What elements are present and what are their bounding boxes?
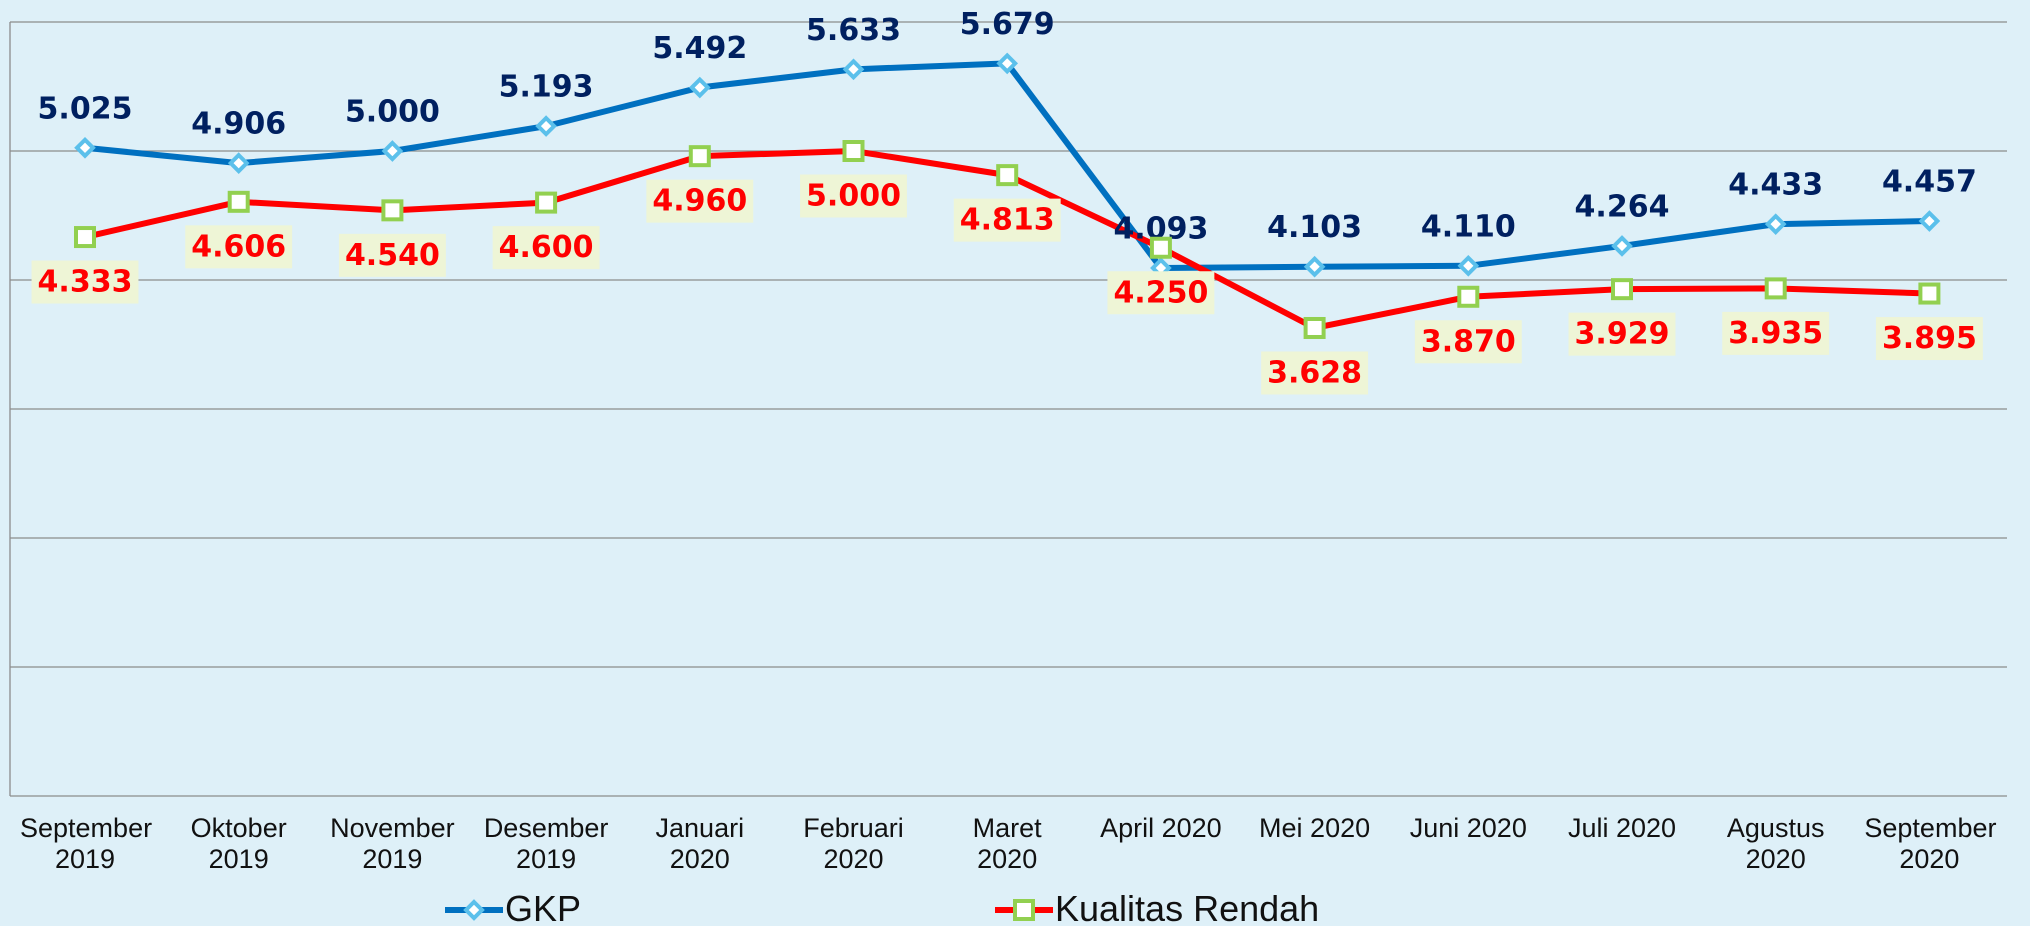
- point: [1920, 285, 1938, 303]
- value-label: 4.606: [191, 229, 286, 264]
- value-label-group: 4.960: [646, 180, 753, 223]
- value-label-group: 3.628: [1261, 351, 1368, 394]
- value-label: 5.025: [38, 91, 133, 126]
- value-label: 4.333: [38, 265, 133, 300]
- point: [77, 140, 93, 156]
- point: [1460, 258, 1476, 274]
- value-label-group: 4.906: [191, 107, 286, 142]
- value-label: 4.103: [1267, 210, 1362, 245]
- value-label-group: 4.433: [1728, 168, 1823, 203]
- value-label: 4.813: [960, 203, 1055, 238]
- value-label: 4.110: [1421, 209, 1516, 244]
- value-label-group: 5.193: [499, 70, 594, 105]
- value-label-group: 4.606: [185, 225, 292, 268]
- value-label-group: 4.540: [339, 234, 446, 277]
- point: [1307, 259, 1323, 275]
- x-tick-label: September 2019: [20, 813, 150, 875]
- chart: 5.0254.9065.0005.1935.4925.6335.6794.093…: [0, 0, 2030, 926]
- x-tick-label: Februari 2020: [789, 813, 919, 875]
- value-label-group: 5.025: [38, 91, 133, 126]
- value-label: 4.250: [1113, 275, 1208, 310]
- value-label: 3.935: [1728, 316, 1823, 351]
- x-tick-label: Januari 2020: [635, 813, 765, 875]
- point: [538, 118, 554, 134]
- value-label-group: 5.492: [652, 31, 747, 66]
- value-label-group: 4.457: [1882, 165, 1977, 200]
- value-label-group: 5.633: [806, 13, 901, 48]
- x-tick-label: Juni 2020: [1403, 813, 1533, 844]
- value-label: 4.264: [1575, 189, 1670, 224]
- x-tick-label: Oktober 2019: [174, 813, 304, 875]
- value-label: 4.906: [191, 107, 286, 142]
- legend-label: GKP: [505, 888, 581, 926]
- value-label: 5.000: [806, 179, 901, 214]
- point: [998, 166, 1016, 184]
- value-label-group: 3.935: [1722, 312, 1829, 355]
- value-label: 4.600: [499, 230, 594, 265]
- value-label-group: 3.929: [1569, 313, 1676, 356]
- value-label-group: 4.110: [1421, 209, 1516, 244]
- value-label: 3.870: [1421, 324, 1516, 359]
- x-tick-label: September 2020: [1864, 813, 1994, 875]
- value-label-group: 4.813: [954, 199, 1061, 242]
- point: [1306, 319, 1324, 337]
- point: [1921, 213, 1937, 229]
- point: [537, 194, 555, 212]
- point: [76, 228, 94, 246]
- value-label: 5.000: [345, 95, 440, 130]
- value-label: 4.457: [1882, 165, 1977, 200]
- x-tick-label: April 2020: [1096, 813, 1226, 844]
- value-label-group: 4.103: [1267, 210, 1362, 245]
- legend-label: Kualitas Rendah: [1055, 888, 1319, 926]
- point: [384, 143, 400, 159]
- value-label-group: 3.895: [1876, 317, 1983, 360]
- x-tick-label: Mei 2020: [1250, 813, 1380, 844]
- value-label-group: 5.000: [345, 95, 440, 130]
- x-tick-label: Agustus 2020: [1711, 813, 1841, 875]
- point: [692, 80, 708, 96]
- value-label: 3.929: [1575, 317, 1670, 352]
- point: [1015, 901, 1033, 919]
- point: [1613, 280, 1631, 298]
- point: [691, 147, 709, 165]
- x-tick-label: Desember 2019: [481, 813, 611, 875]
- point: [845, 142, 863, 160]
- value-label: 4.960: [652, 184, 747, 219]
- point: [383, 201, 401, 219]
- point: [1459, 288, 1477, 306]
- value-label-group: 4.264: [1575, 189, 1670, 224]
- value-label: 5.492: [652, 31, 747, 66]
- value-label-group: 4.333: [32, 261, 139, 304]
- point: [231, 155, 247, 171]
- x-tick-label: Maret 2020: [942, 813, 1072, 875]
- value-label: 5.193: [499, 70, 594, 105]
- x-tick-label: November 2019: [327, 813, 457, 875]
- point: [1152, 239, 1170, 257]
- value-label: 3.628: [1267, 355, 1362, 390]
- point: [466, 902, 482, 918]
- point: [230, 193, 248, 211]
- point: [846, 61, 862, 77]
- value-label-group: 3.870: [1415, 320, 1522, 363]
- value-label: 4.433: [1728, 168, 1823, 203]
- value-label-group: 5.000: [800, 175, 907, 218]
- value-label-group: 4.250: [1107, 271, 1214, 314]
- value-label: 3.895: [1882, 321, 1977, 356]
- value-label-group: 5.679: [960, 7, 1055, 42]
- plot: 5.0254.9065.0005.1935.4925.6335.6794.093…: [0, 0, 2030, 926]
- x-tick-label: Juli 2020: [1557, 813, 1687, 844]
- value-label: 5.679: [960, 7, 1055, 42]
- point: [1614, 238, 1630, 254]
- value-label-group: 4.600: [493, 226, 600, 269]
- value-label: 5.633: [806, 13, 901, 48]
- point: [1768, 216, 1784, 232]
- value-label: 4.540: [345, 238, 440, 273]
- point: [1767, 279, 1785, 297]
